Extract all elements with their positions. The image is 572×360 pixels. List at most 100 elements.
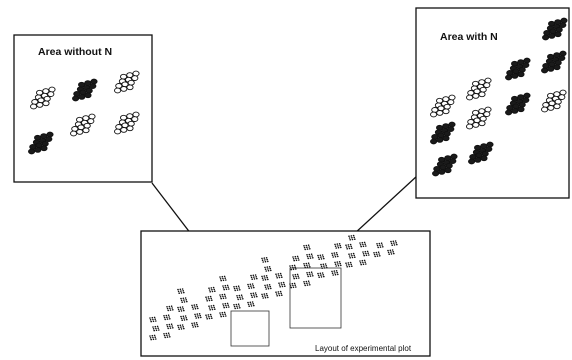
plant-dot bbox=[445, 162, 453, 169]
plot-block bbox=[261, 293, 269, 299]
plot-block bbox=[149, 334, 157, 341]
plant-dot bbox=[518, 101, 526, 108]
plot-block bbox=[219, 311, 227, 318]
plot-block bbox=[205, 295, 213, 302]
plant-dot bbox=[442, 135, 450, 142]
plot-block bbox=[166, 305, 174, 312]
plot-block bbox=[306, 253, 314, 260]
plant-dot bbox=[448, 121, 456, 128]
plot-block bbox=[261, 275, 269, 281]
plant-dot bbox=[466, 94, 474, 101]
plant-dot bbox=[114, 128, 122, 135]
plant-dot bbox=[40, 145, 48, 152]
plot-block bbox=[334, 261, 342, 267]
plot-block bbox=[208, 286, 216, 293]
plot-block bbox=[264, 266, 272, 272]
plant-dot bbox=[517, 71, 525, 78]
plant-dot bbox=[28, 148, 36, 155]
plot-blocks bbox=[149, 234, 398, 341]
plant-dot bbox=[48, 86, 56, 93]
plant-dot bbox=[34, 147, 42, 153]
panel-without-n-title: Area without N bbox=[38, 46, 112, 58]
plant-dot bbox=[448, 94, 456, 101]
plant-cluster bbox=[114, 70, 140, 94]
plot-block bbox=[191, 322, 199, 328]
plant-dot bbox=[478, 120, 486, 127]
plant-dot bbox=[559, 89, 567, 96]
plant-dot bbox=[555, 26, 563, 33]
plot-block bbox=[317, 272, 325, 279]
panel-with-n-title: Area with N bbox=[440, 31, 498, 43]
plant-dot bbox=[132, 70, 140, 77]
plot-block bbox=[219, 275, 227, 282]
plant-dot bbox=[132, 111, 140, 118]
plant-dot bbox=[87, 118, 95, 124]
plot-block bbox=[247, 283, 255, 290]
plot-block bbox=[275, 290, 283, 297]
plant-cluster bbox=[466, 106, 492, 130]
plant-dot bbox=[126, 125, 134, 132]
plot-block bbox=[348, 234, 356, 241]
plant-cluster bbox=[432, 153, 458, 177]
plot-block bbox=[191, 304, 199, 310]
plant-dot bbox=[472, 122, 480, 128]
plot-block bbox=[331, 270, 339, 276]
plant-dot bbox=[478, 91, 486, 98]
plant-dot bbox=[474, 157, 482, 163]
plot-block bbox=[345, 261, 353, 268]
plot-block bbox=[149, 316, 157, 323]
plant-dot bbox=[41, 140, 49, 147]
plant-dot bbox=[43, 95, 51, 102]
plant-dot bbox=[84, 92, 92, 99]
plant-dot bbox=[511, 73, 519, 79]
zoom-box-without-n bbox=[230, 310, 270, 347]
plot-block bbox=[359, 259, 367, 266]
plot-block bbox=[334, 243, 342, 249]
plant-dot bbox=[523, 57, 531, 64]
plant-dot bbox=[127, 120, 135, 127]
plot-block bbox=[194, 313, 202, 319]
plant-dot bbox=[449, 158, 457, 164]
plant-dot bbox=[479, 115, 487, 122]
plant-dot bbox=[522, 62, 530, 68]
plant-cluster bbox=[505, 57, 531, 81]
plant-dot bbox=[131, 116, 139, 122]
plant-dot bbox=[436, 110, 444, 116]
plant-cluster bbox=[541, 50, 567, 74]
plant-dot bbox=[518, 66, 526, 73]
plant-dot bbox=[505, 74, 513, 81]
plant-dot bbox=[517, 106, 525, 113]
plant-dot bbox=[120, 86, 128, 92]
plant-dot bbox=[558, 94, 566, 100]
plot-block bbox=[292, 273, 300, 280]
plant-dot bbox=[443, 130, 451, 137]
zoom-box-with-n bbox=[289, 267, 342, 329]
plot-block bbox=[250, 292, 258, 299]
plot-block bbox=[275, 272, 283, 279]
plot-block bbox=[219, 293, 227, 300]
plant-dot bbox=[42, 100, 50, 107]
plot-block bbox=[331, 252, 339, 258]
plant-cluster bbox=[430, 94, 456, 118]
layout-panel-frame bbox=[140, 230, 431, 357]
panel-without-n: Area without N bbox=[13, 34, 153, 183]
plant-dot bbox=[447, 99, 455, 105]
plant-dot bbox=[560, 17, 568, 24]
plot-block bbox=[163, 332, 171, 339]
plant-dot bbox=[78, 94, 86, 100]
panel-with-n: Area with N bbox=[415, 7, 570, 199]
plant-dot bbox=[483, 82, 491, 88]
plot-block bbox=[208, 304, 216, 311]
plant-dot bbox=[444, 167, 452, 174]
plot-block bbox=[222, 302, 230, 309]
plant-dot bbox=[468, 158, 476, 165]
plant-dot bbox=[553, 64, 561, 71]
plant-dot bbox=[442, 108, 450, 115]
plant-dot bbox=[522, 97, 530, 103]
plant-dot bbox=[554, 31, 562, 38]
plot-block bbox=[247, 301, 255, 308]
plot-block bbox=[222, 284, 230, 291]
plant-dot bbox=[558, 55, 566, 61]
plant-dot bbox=[90, 78, 98, 85]
plot-block bbox=[166, 323, 174, 330]
